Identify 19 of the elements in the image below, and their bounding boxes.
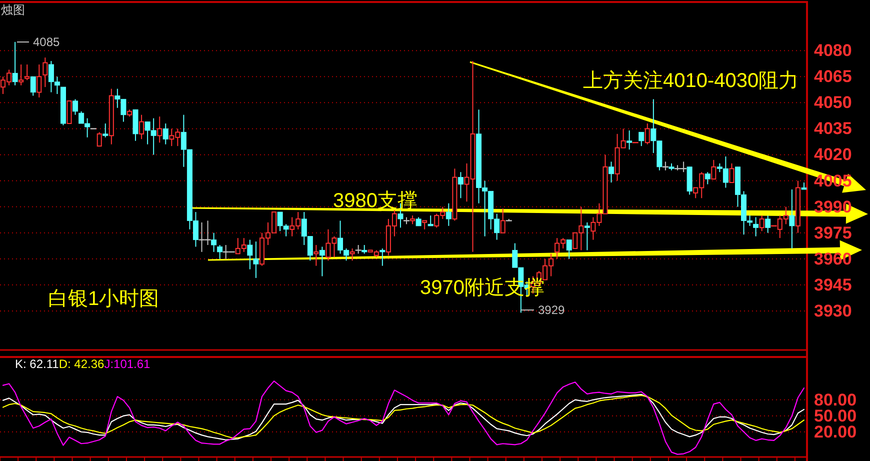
y-tick-label: 4080 — [814, 41, 852, 60]
y-tick-label: 3975 — [814, 223, 852, 242]
text: K: 62.11 — [15, 357, 60, 371]
annotation: 3980支撑 — [333, 190, 418, 212]
y-tick-label: 3945 — [814, 275, 852, 294]
y-tick-label: 3960 — [814, 249, 852, 268]
annotation: 白银1小时图 — [48, 288, 160, 310]
y-tick-label: 4035 — [814, 119, 852, 138]
text: D: 42.36 — [58, 357, 104, 371]
text: J:101.61 — [104, 357, 151, 371]
annotation: 3929 — [538, 303, 566, 317]
y-tick-label: 4050 — [814, 93, 852, 112]
y-tick-label: 4065 — [814, 67, 852, 86]
y-tick-label: 3930 — [814, 301, 852, 320]
annotation: 4085 — [33, 35, 60, 49]
chart-title: 烛图 — [1, 3, 25, 17]
line-series — [2, 380, 805, 455]
y-tick-label: 4020 — [814, 145, 852, 164]
annotation: 上方关注4010-4030阻力 — [583, 69, 799, 92]
